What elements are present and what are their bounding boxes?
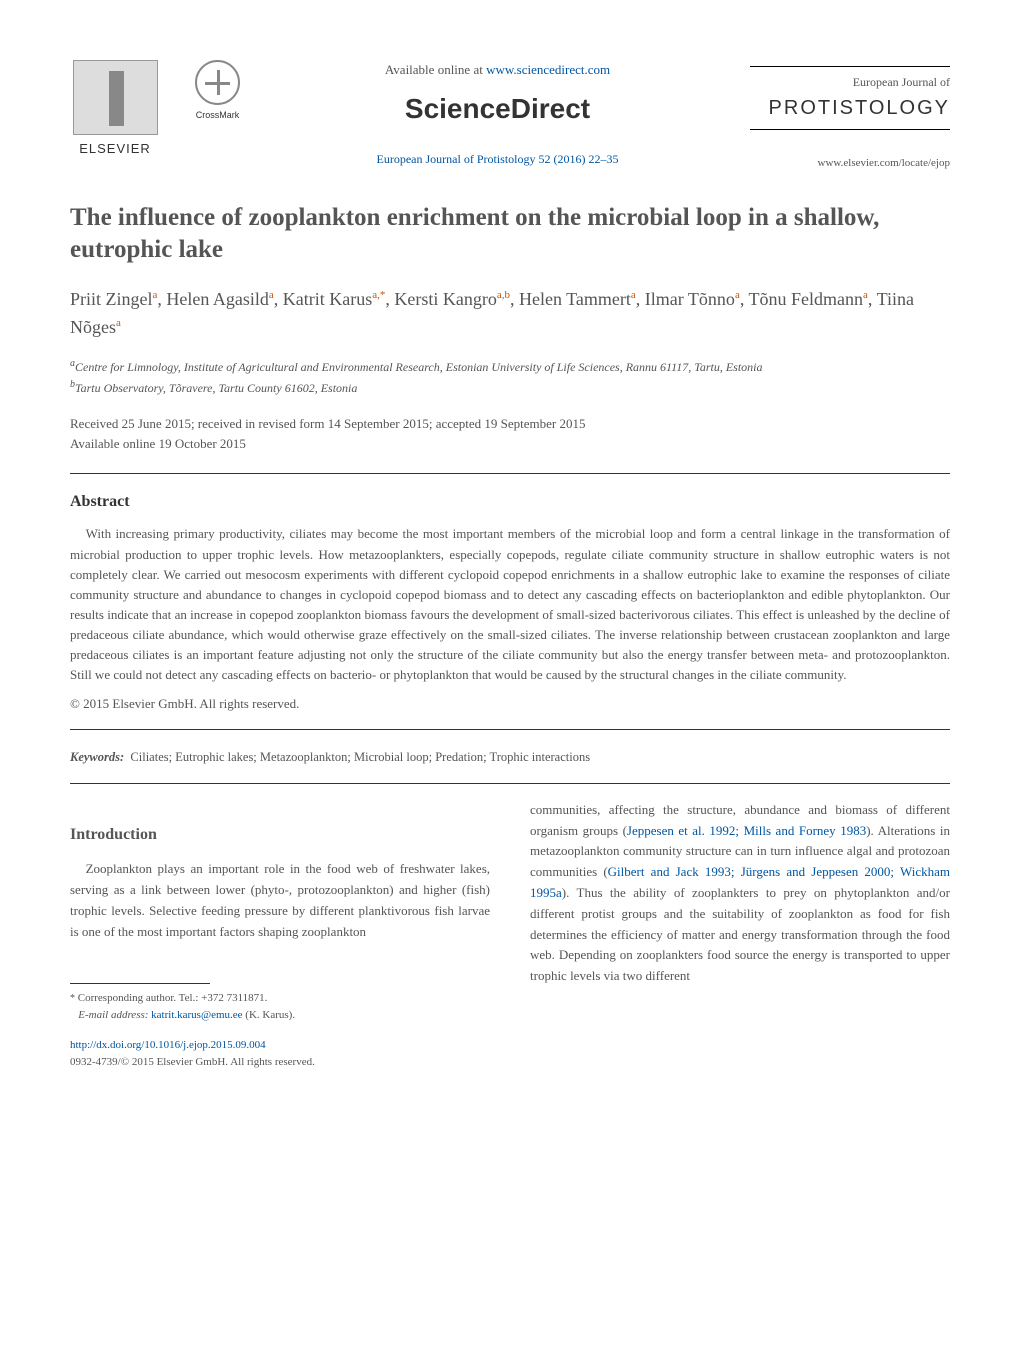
affiliation-b: bTartu Observatory, Tõravere, Tartu Coun… bbox=[70, 377, 950, 398]
corresponding-author: * Corresponding author. Tel.: +372 73118… bbox=[70, 990, 490, 1008]
sciencedirect-url[interactable]: www.sciencedirect.com bbox=[486, 62, 610, 77]
journal-name: PROTISTOLOGY bbox=[750, 93, 950, 123]
journal-url[interactable]: www.elsevier.com/locate/ejop bbox=[750, 155, 950, 172]
author-2-aff[interactable]: a bbox=[269, 289, 274, 301]
email-label: E-mail address: bbox=[78, 1009, 148, 1021]
crossmark-icon bbox=[195, 60, 240, 105]
left-column: Introduction Zooplankton plays an import… bbox=[70, 800, 490, 1072]
intro-col2-mid2: ). Thus the ability of zooplankters to p… bbox=[530, 885, 950, 983]
left-logo-group: ELSEVIER CrossMark bbox=[70, 60, 245, 160]
author-1-aff[interactable]: a bbox=[153, 289, 158, 301]
author-list: Priit Zingela, Helen Agasilda, Katrit Ka… bbox=[70, 285, 950, 343]
author-3: Katrit Karus bbox=[283, 289, 372, 309]
page-root: ELSEVIER CrossMark Available online at w… bbox=[0, 0, 1020, 1132]
page-header: ELSEVIER CrossMark Available online at w… bbox=[70, 60, 950, 172]
email-post: (K. Karus). bbox=[243, 1009, 296, 1021]
elsevier-label: ELSEVIER bbox=[79, 139, 151, 159]
intro-paragraph-right: communities, affecting the structure, ab… bbox=[530, 800, 950, 987]
divider bbox=[70, 729, 950, 730]
body-columns: Introduction Zooplankton plays an import… bbox=[70, 800, 950, 1072]
author-5-aff[interactable]: a bbox=[631, 289, 636, 301]
footnotes: * Corresponding author. Tel.: +372 73118… bbox=[70, 983, 490, 1072]
doi-link[interactable]: http://dx.doi.org/10.1016/j.ejop.2015.09… bbox=[70, 1037, 490, 1055]
available-online: Available online at www.sciencedirect.co… bbox=[265, 60, 730, 80]
abstract-copyright: © 2015 Elsevier GmbH. All rights reserve… bbox=[70, 694, 950, 714]
author-8-aff[interactable]: a bbox=[116, 317, 121, 329]
sciencedirect-wordmark: ScienceDirect bbox=[265, 88, 730, 130]
article-title: The influence of zooplankton enrichment … bbox=[70, 202, 950, 267]
available-online-prefix: Available online at bbox=[385, 62, 486, 77]
divider bbox=[70, 783, 950, 784]
elsevier-logo: ELSEVIER bbox=[70, 60, 160, 160]
author-6: Ilmar Tõnno bbox=[645, 289, 735, 309]
journal-citation[interactable]: European Journal of Protistology 52 (201… bbox=[265, 150, 730, 168]
article-dates: Received 25 June 2015; received in revis… bbox=[70, 414, 950, 453]
star-icon: * bbox=[70, 993, 75, 1004]
affiliation-list: aCentre for Limnology, Institute of Agri… bbox=[70, 356, 950, 398]
author-7: Tõnu Feldmann bbox=[749, 289, 864, 309]
author-2: Helen Agasild bbox=[166, 289, 268, 309]
affiliation-a-text: Centre for Limnology, Institute of Agric… bbox=[75, 360, 763, 374]
issn-line: 0932-4739/© 2015 Elsevier GmbH. All righ… bbox=[70, 1054, 490, 1072]
keywords-line: Keywords: Ciliates; Eutrophic lakes; Met… bbox=[70, 748, 950, 767]
author-5: Helen Tammert bbox=[519, 289, 631, 309]
keywords-text: Ciliates; Eutrophic lakes; Metazooplankt… bbox=[130, 750, 590, 764]
author-1: Priit Zingel bbox=[70, 289, 153, 309]
dates-line1: Received 25 June 2015; received in revis… bbox=[70, 414, 950, 434]
corresponding-email[interactable]: katrit.karus@emu.ee bbox=[151, 1009, 242, 1021]
author-6-aff[interactable]: a bbox=[735, 289, 740, 301]
crossmark-label: CrossMark bbox=[196, 109, 240, 123]
affiliation-b-text: Tartu Observatory, Tõravere, Tartu Count… bbox=[75, 381, 357, 395]
journal-supertitle: European Journal of bbox=[750, 73, 950, 91]
affiliation-a: aCentre for Limnology, Institute of Agri… bbox=[70, 356, 950, 377]
keywords-label: Keywords: bbox=[70, 750, 124, 764]
elsevier-tree-icon bbox=[73, 60, 158, 135]
abstract-heading: Abstract bbox=[70, 490, 950, 514]
author-4: Kersti Kangro bbox=[394, 289, 496, 309]
author-3-aff[interactable]: a,* bbox=[372, 289, 385, 301]
center-header: Available online at www.sciencedirect.co… bbox=[245, 60, 750, 168]
title-block: The influence of zooplankton enrichment … bbox=[70, 202, 950, 267]
abstract-text: With increasing primary productivity, ci… bbox=[70, 524, 950, 685]
intro-paragraph-left: Zooplankton plays an important role in t… bbox=[70, 859, 490, 942]
crossmark-badge[interactable]: CrossMark bbox=[190, 60, 245, 135]
right-column: communities, affecting the structure, ab… bbox=[530, 800, 950, 1072]
ref-jeppesen-mills[interactable]: Jeppesen et al. 1992; Mills and Forney 1… bbox=[627, 823, 866, 838]
author-4-aff[interactable]: a,b bbox=[497, 289, 510, 301]
email-line: E-mail address: katrit.karus@emu.ee (K. … bbox=[70, 1007, 490, 1025]
author-7-aff[interactable]: a bbox=[863, 289, 868, 301]
dates-line2: Available online 19 October 2015 bbox=[70, 434, 950, 454]
introduction-heading: Introduction bbox=[70, 822, 490, 848]
corresponding-text: Corresponding author. Tel.: +372 7311871… bbox=[78, 992, 268, 1004]
divider bbox=[70, 473, 950, 474]
journal-box: European Journal of PROTISTOLOGY www.els… bbox=[750, 60, 950, 172]
